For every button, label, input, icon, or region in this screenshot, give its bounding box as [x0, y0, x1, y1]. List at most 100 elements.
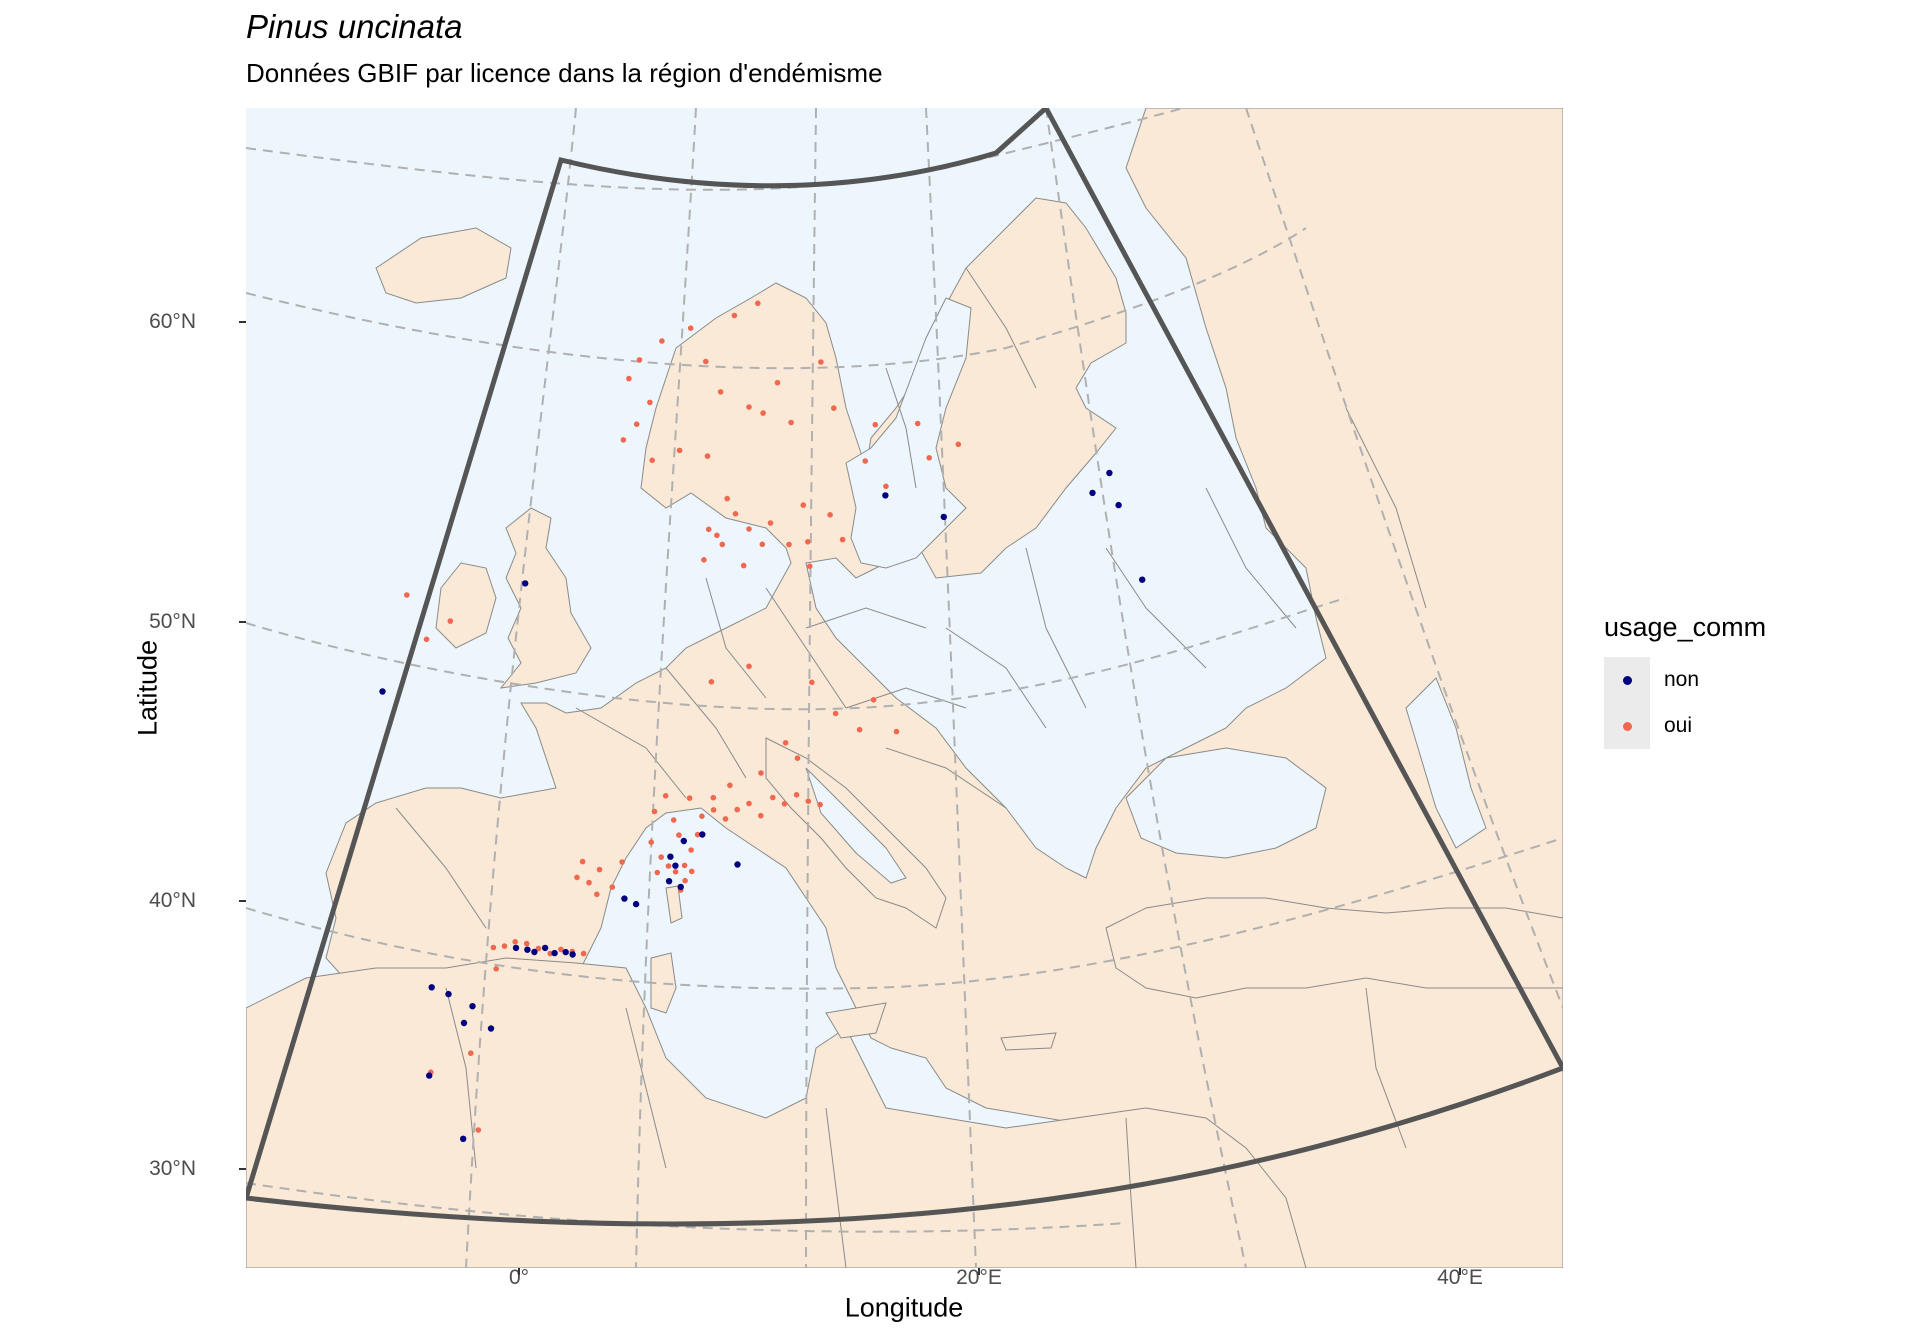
border-17	[825, 1107, 847, 1268]
point-oui-16	[704, 453, 711, 459]
graticule-lon-40	[1045, 108, 1247, 1268]
point-non-5	[562, 948, 569, 956]
point-oui-19	[831, 405, 837, 411]
land-ireland	[435, 562, 497, 649]
border-1	[575, 707, 687, 799]
point-oui-9	[703, 358, 709, 365]
point-oui-93	[501, 943, 508, 949]
y-tickmark-60	[239, 321, 246, 323]
point-oui-34	[724, 495, 730, 502]
point-oui-22	[955, 441, 962, 448]
black-sea	[1125, 747, 1327, 859]
legend-label-oui: oui	[1664, 714, 1693, 737]
occurrence-points	[379, 300, 1146, 1143]
point-oui-18	[818, 359, 824, 365]
point-oui-65	[648, 839, 654, 845]
point-oui-82	[727, 782, 733, 789]
point-non-23	[379, 688, 386, 695]
border-19	[885, 367, 917, 489]
legend-item-oui: oui	[1604, 703, 1766, 749]
x-tick-40e: 40°E	[1437, 1266, 1483, 1289]
point-oui-76	[781, 801, 788, 807]
point-oui-47	[809, 679, 815, 686]
point-oui-72	[734, 806, 740, 813]
point-non-28	[1106, 469, 1113, 477]
graticule	[246, 108, 1563, 1268]
point-oui-42	[404, 592, 410, 598]
land-corsica	[665, 885, 683, 924]
land-anatolia	[1105, 897, 1563, 999]
point-oui-55	[665, 863, 672, 869]
chart-subtitle: Données GBIF par licence dans la région …	[246, 58, 883, 88]
border-9	[945, 627, 1047, 729]
point-oui-94	[512, 939, 518, 945]
x-tickmark-0	[518, 1268, 520, 1275]
graticule-lat-50	[246, 597, 1347, 711]
point-non-12	[699, 831, 706, 838]
point-oui-15	[649, 457, 655, 464]
chart-title: Pinus uncinata	[246, 8, 463, 45]
legend-title: usage_comm	[1604, 612, 1767, 642]
graticule-lat-30	[246, 1182, 1127, 1233]
point-non-9	[677, 883, 684, 891]
point-non-25	[882, 492, 889, 499]
point-oui-10	[717, 389, 724, 395]
point-oui-17	[788, 419, 794, 426]
point-oui-95	[523, 940, 530, 947]
point-non-14	[621, 895, 628, 902]
point-oui-71	[722, 816, 729, 822]
point-oui-41	[701, 557, 707, 563]
point-oui-51	[893, 728, 900, 735]
point-non-27	[1089, 489, 1096, 497]
point-oui-103	[475, 1127, 482, 1133]
x-tickmark-40e	[1459, 1268, 1461, 1275]
point-oui-12	[774, 379, 781, 386]
land-great-britain	[499, 507, 592, 689]
point-oui-83	[662, 793, 669, 799]
point-oui-14	[676, 447, 683, 454]
point-oui-89	[594, 891, 600, 898]
point-oui-69	[699, 813, 705, 819]
border-10	[1025, 547, 1087, 709]
point-oui-102	[468, 1050, 474, 1056]
point-oui-85	[619, 859, 625, 865]
y-tick-40: 40°N	[149, 889, 196, 912]
graticule-lon-0	[465, 108, 577, 1268]
point-oui-50	[856, 726, 863, 733]
map-panel	[246, 108, 1563, 1268]
point-oui-67	[672, 869, 679, 875]
point-oui-54	[758, 770, 764, 776]
point-oui-37	[786, 541, 792, 548]
point-oui-11	[746, 404, 752, 410]
border-4	[705, 577, 767, 699]
graticule-lat-70	[246, 108, 1188, 191]
adriatic-sea	[805, 767, 907, 884]
point-oui-100	[580, 950, 587, 957]
x-tick-20e: 20°E	[956, 1266, 1002, 1289]
graticule-lat-60	[246, 227, 1307, 370]
point-oui-6	[687, 325, 694, 331]
point-non-13	[734, 861, 741, 868]
y-axis-label: Latitude	[132, 639, 163, 737]
legend-swatch-oui	[1622, 721, 1632, 731]
point-oui-43	[447, 618, 454, 624]
point-oui-79	[817, 801, 823, 808]
point-non-22	[460, 1135, 467, 1143]
graticule-lon-50	[1245, 108, 1563, 1009]
border-2	[395, 807, 487, 929]
point-oui-40	[740, 562, 747, 569]
x-tick-0: 0°	[508, 1266, 530, 1289]
point-oui-63	[688, 868, 695, 875]
point-oui-28	[862, 458, 868, 464]
point-oui-73	[746, 800, 752, 807]
point-oui-48	[870, 697, 877, 703]
point-oui-88	[579, 858, 586, 865]
point-non-20	[428, 984, 435, 991]
point-non-21	[426, 1072, 433, 1079]
point-non-19	[487, 1025, 495, 1032]
point-non-1	[524, 946, 531, 953]
border-13	[1345, 407, 1427, 609]
point-oui-86	[596, 866, 603, 873]
point-non-2	[531, 948, 538, 956]
point-oui-8	[755, 300, 761, 307]
